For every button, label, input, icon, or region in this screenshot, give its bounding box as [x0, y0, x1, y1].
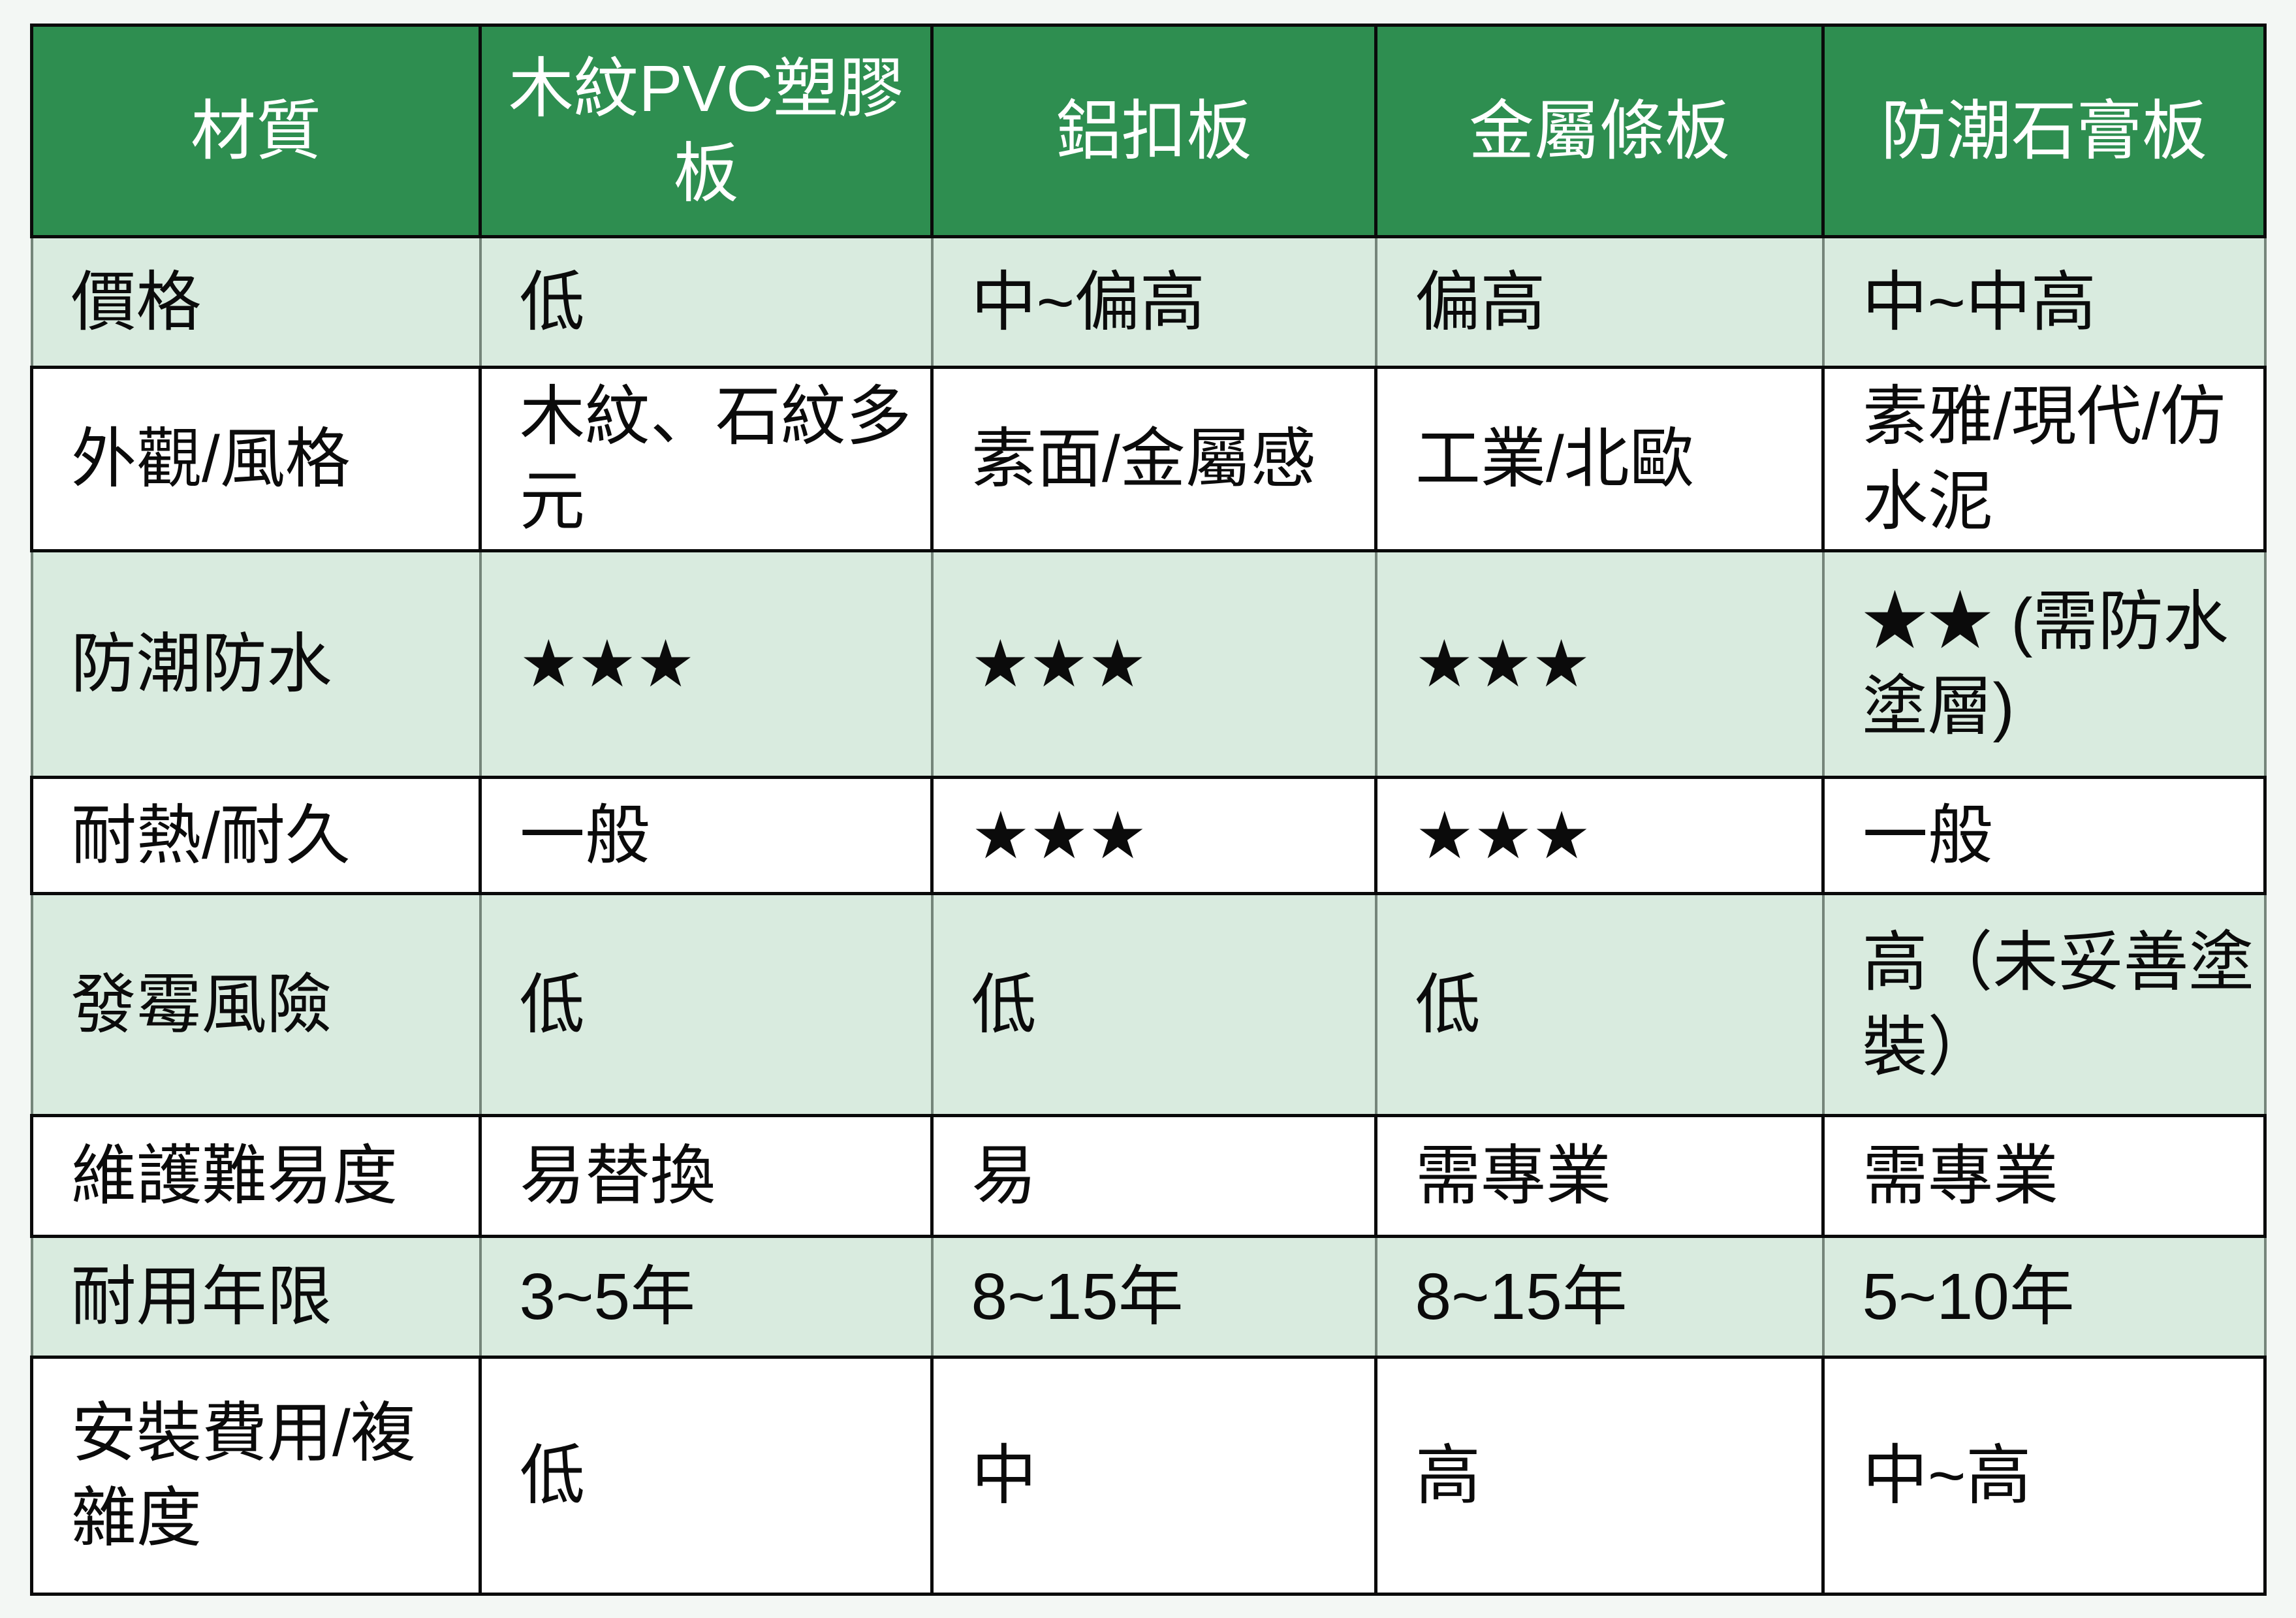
data-cell star-rating: ★★★	[479, 549, 934, 779]
data-cell: 木紋、石紋多元	[479, 366, 934, 552]
row-moisture-waterproof: 防潮防水 ★★★ ★★★ ★★★ ★★ (需防水塗層)	[30, 549, 2267, 779]
row-label-cell: 維護難易度	[30, 1114, 482, 1238]
row-heat-durability: 耐熱/耐久 一般 ★★★ ★★★ 一般	[30, 776, 2267, 895]
data-cell: 工業/北歐	[1374, 366, 1825, 552]
data-cell star-rating: ★★★	[930, 549, 1377, 779]
row-price: 價格 低 中~偏高 偏高 中~中高	[30, 235, 2267, 369]
data-cell: 中~高	[1821, 1356, 2267, 1596]
data-cell: 5~10年	[1821, 1235, 2267, 1359]
data-cell: 中~中高	[1821, 235, 2267, 369]
data-cell star-rating: ★★★	[930, 776, 1377, 895]
data-cell: 需專業	[1821, 1114, 2267, 1238]
data-cell: 8~15年	[930, 1235, 1377, 1359]
data-cell: 高（未妥善塗裝）	[1821, 892, 2267, 1117]
data-cell star-rating: ★★★	[1374, 776, 1825, 895]
data-cell star-rating: ★★ (需防水塗層)	[1821, 549, 2267, 779]
data-cell: 偏高	[1374, 235, 1825, 369]
row-label-cell: 耐熱/耐久	[30, 776, 482, 895]
data-cell: 中	[930, 1356, 1377, 1596]
header-cell-aluminum-panel: 鋁扣板	[930, 24, 1377, 238]
header-cell-material: 材質	[30, 24, 482, 238]
data-cell: 低	[930, 892, 1377, 1117]
row-label-cell: 耐用年限	[30, 1235, 482, 1359]
data-cell: 一般	[1821, 776, 2267, 895]
data-cell star-rating: ★★★	[1374, 549, 1825, 779]
row-mold-risk: 發霉風險 低 低 低 高（未妥善塗裝）	[30, 892, 2267, 1117]
data-cell: 一般	[479, 776, 934, 895]
data-cell: 3~5年	[479, 1235, 934, 1359]
data-cell: 低	[479, 1356, 934, 1596]
data-cell: 需專業	[1374, 1114, 1825, 1238]
header-cell-pvc-board: 木紋PVC塑膠板	[479, 24, 934, 238]
row-label-cell: 發霉風險	[30, 892, 482, 1117]
row-label-cell: 防潮防水	[30, 549, 482, 779]
header-cell-metal-strip: 金屬條板	[1374, 24, 1825, 238]
data-cell: 高	[1374, 1356, 1825, 1596]
data-cell: 易替換	[479, 1114, 934, 1238]
row-lifespan: 耐用年限 3~5年 8~15年 8~15年 5~10年	[30, 1235, 2267, 1359]
data-cell: 低	[479, 892, 934, 1117]
row-label-cell: 安裝費用/複雜度	[30, 1356, 482, 1596]
row-label-cell: 外觀/風格	[30, 366, 482, 552]
material-comparison-table: 材質 木紋PVC塑膠板 鋁扣板 金屬條板 防潮石膏板 價格 低 中~偏高 偏高 …	[30, 24, 2267, 1596]
row-installation-cost: 安裝費用/複雜度 低 中 高 中~高	[30, 1356, 2267, 1596]
header-cell-gypsum-board: 防潮石膏板	[1821, 24, 2267, 238]
data-cell: 素面/金屬感	[930, 366, 1377, 552]
data-cell: 中~偏高	[930, 235, 1377, 369]
row-appearance: 外觀/風格 木紋、石紋多元 素面/金屬感 工業/北歐 素雅/現代/仿水泥	[30, 366, 2267, 552]
header-row: 材質 木紋PVC塑膠板 鋁扣板 金屬條板 防潮石膏板	[30, 24, 2267, 238]
row-label-cell: 價格	[30, 235, 482, 369]
data-cell: 素雅/現代/仿水泥	[1821, 366, 2267, 552]
data-cell: 易	[930, 1114, 1377, 1238]
data-cell: 低	[1374, 892, 1825, 1117]
data-cell: 8~15年	[1374, 1235, 1825, 1359]
row-maintenance: 維護難易度 易替換 易 需專業 需專業	[30, 1114, 2267, 1238]
data-cell: 低	[479, 235, 934, 369]
